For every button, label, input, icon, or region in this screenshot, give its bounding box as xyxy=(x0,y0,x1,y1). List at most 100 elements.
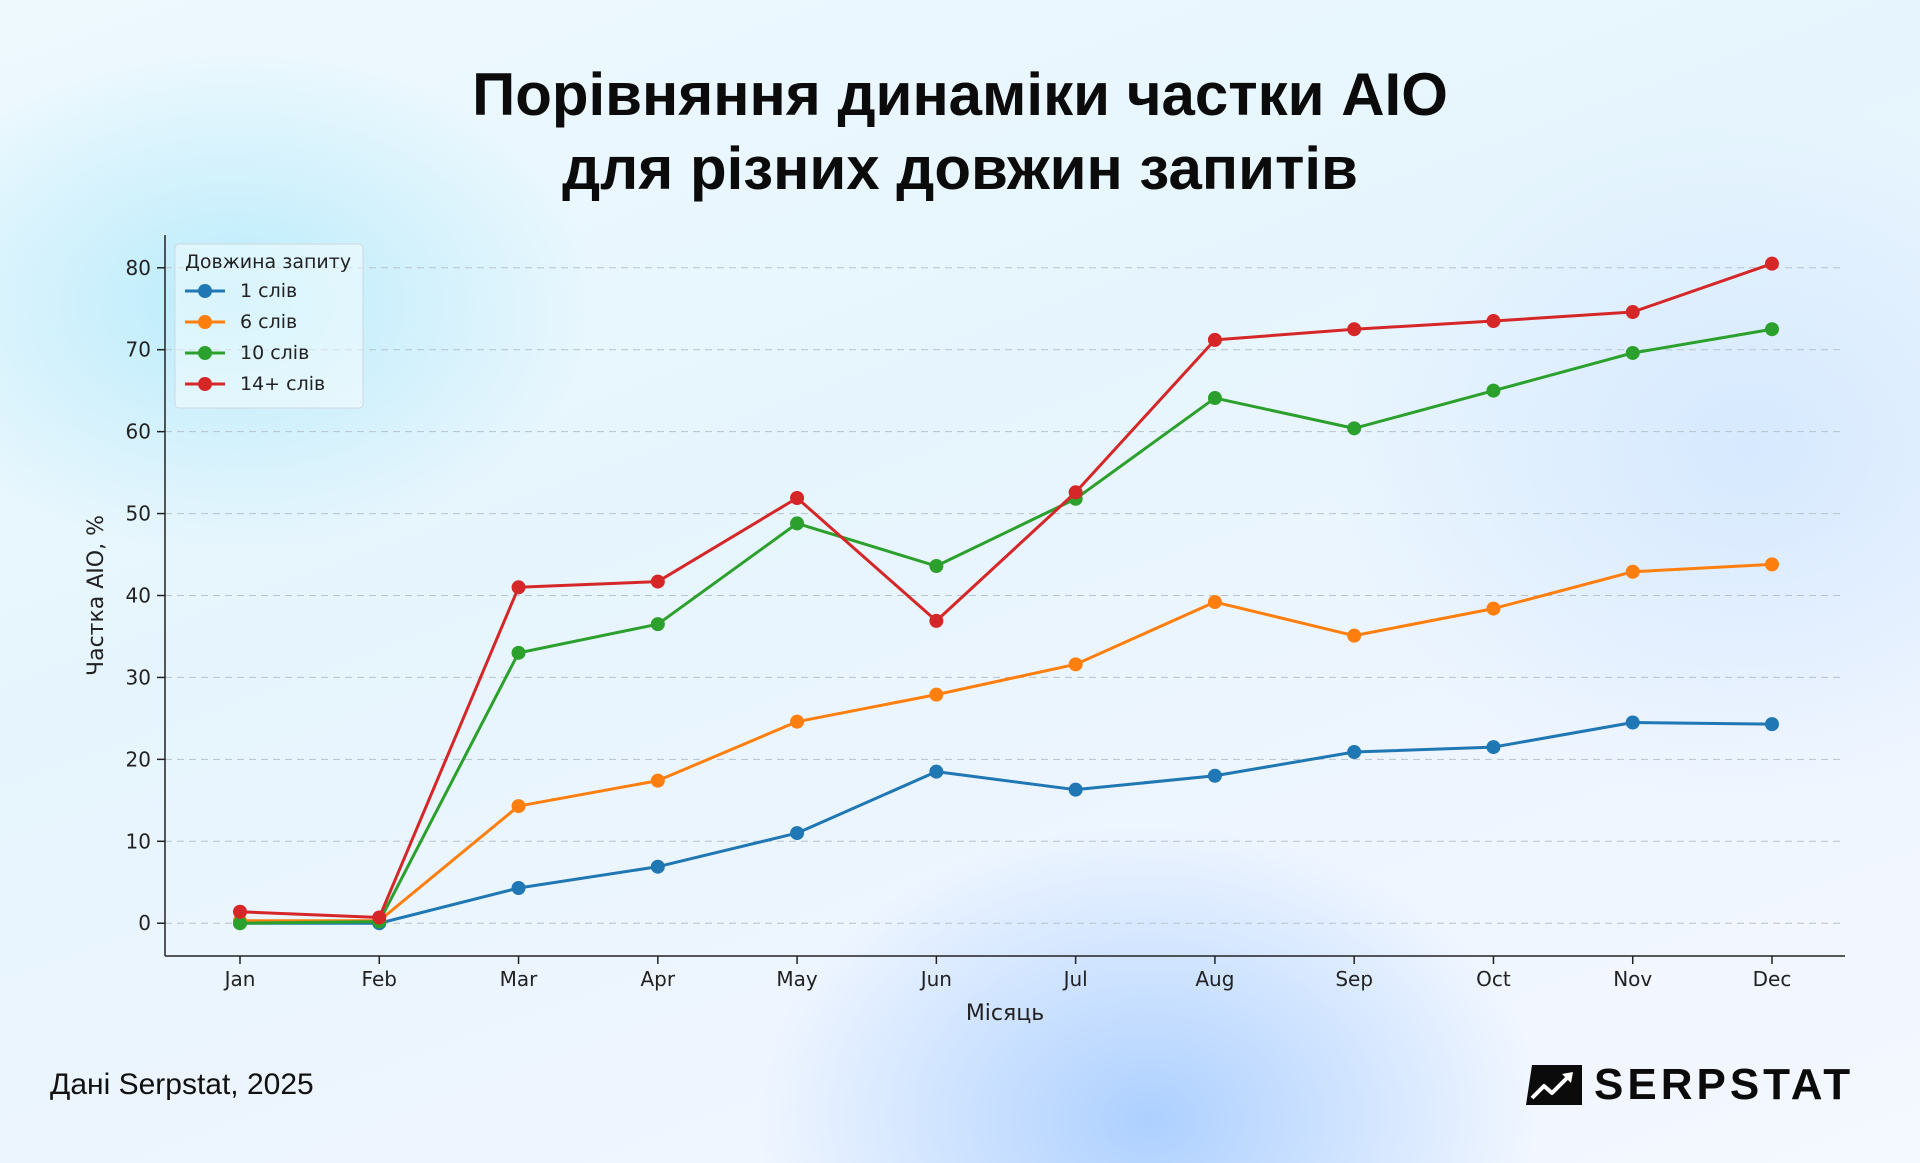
legend-label: 1 слів xyxy=(240,280,297,302)
brand-logo: SERPSTAT xyxy=(1526,1060,1855,1109)
y-tick-label: 70 xyxy=(126,338,151,362)
legend-title: Довжина запиту xyxy=(185,251,351,273)
data-point xyxy=(1068,782,1083,797)
serpstat-logo-icon xyxy=(1526,1065,1582,1105)
y-tick-label: 20 xyxy=(126,747,151,771)
data-point xyxy=(511,645,526,660)
data-point xyxy=(1625,305,1640,320)
data-point xyxy=(790,826,805,841)
x-tick-label: Nov xyxy=(1613,967,1652,991)
data-point xyxy=(1625,715,1640,730)
legend-item-2: 6 слів xyxy=(185,311,297,333)
y-tick-label: 40 xyxy=(126,584,151,608)
grid-lines xyxy=(165,267,1845,924)
legend-swatch-marker xyxy=(198,377,212,391)
data-point xyxy=(511,880,526,895)
data-point xyxy=(1207,595,1222,610)
data-point xyxy=(1765,256,1779,271)
brand-name: SERPSTAT xyxy=(1594,1060,1855,1109)
x-tick-label: Oct xyxy=(1476,967,1511,991)
y-tick-label: 80 xyxy=(126,256,151,280)
series-line xyxy=(239,262,1773,919)
data-point xyxy=(1347,322,1362,337)
y-tick-label: 50 xyxy=(126,502,151,526)
data-point xyxy=(1486,601,1501,616)
data-point xyxy=(1486,383,1501,398)
data-point xyxy=(1207,391,1222,406)
legend-item-1: 1 слів xyxy=(185,280,297,302)
series-1 xyxy=(233,715,1779,931)
data-point xyxy=(233,904,247,919)
legend-swatch-marker xyxy=(198,346,212,360)
x-tick-label: May xyxy=(776,967,818,991)
page-title: Порівняння динаміки частки AIO для різни… xyxy=(0,58,1920,206)
series-line xyxy=(240,562,1773,923)
data-point xyxy=(233,916,247,931)
series-2 xyxy=(233,557,1779,928)
y-tick-label: 0 xyxy=(138,911,151,935)
data-point xyxy=(511,799,526,814)
data-point xyxy=(790,516,805,531)
data-point xyxy=(1765,322,1779,337)
x-tick-label: Sep xyxy=(1335,967,1373,991)
data-point xyxy=(1486,314,1501,329)
series-3 xyxy=(233,322,1779,931)
data-point xyxy=(929,613,944,628)
x-tick-label: Dec xyxy=(1753,967,1792,991)
data-point xyxy=(1347,628,1362,643)
data-point xyxy=(511,580,526,595)
x-tick-label: Jan xyxy=(223,967,256,991)
data-point xyxy=(650,574,665,589)
title-line-1: Порівняння динаміки частки AIO xyxy=(472,61,1448,128)
y-tick-label: 60 xyxy=(126,420,151,444)
chart-axes xyxy=(157,235,1845,964)
data-source-note: Дані Serpstat, 2025 xyxy=(50,1068,314,1101)
series-4 xyxy=(233,256,1779,925)
legend-item-4: 14+ слів xyxy=(185,373,325,395)
data-point xyxy=(650,859,665,874)
x-tick-label: Apr xyxy=(641,967,676,991)
tick-labels: 0 10 20 30 40 50 60 70 80 Jan Feb Mar Apr May Jun Jul Au… xyxy=(126,256,1792,991)
data-point xyxy=(1765,557,1779,572)
y-axis-label: Частка AIO, % xyxy=(84,515,109,676)
data-point xyxy=(1068,485,1083,500)
x-tick-label: Jul xyxy=(1062,967,1088,991)
legend-item-3: 10 слів xyxy=(185,342,309,364)
data-point xyxy=(1347,744,1362,759)
legend-swatch-marker xyxy=(198,284,212,298)
data-point xyxy=(1347,421,1362,436)
y-tick-label: 10 xyxy=(126,829,151,853)
data-point xyxy=(1625,564,1640,579)
series-line xyxy=(240,720,1773,925)
x-tick-label: Feb xyxy=(362,967,397,991)
x-tick-label: Jun xyxy=(919,967,952,991)
title-line-2: для різних довжин запитів xyxy=(562,135,1358,202)
data-point xyxy=(1486,740,1501,755)
data-point xyxy=(1625,345,1640,360)
x-axis-label: Місяць xyxy=(966,1001,1044,1026)
legend-box xyxy=(174,243,364,409)
data-point xyxy=(929,764,944,779)
data-point xyxy=(790,714,805,729)
legend-label: 14+ слів xyxy=(240,373,325,395)
x-tick-label: Mar xyxy=(500,967,539,991)
data-point xyxy=(790,491,805,506)
legend-label: 6 слів xyxy=(240,311,297,333)
data-point xyxy=(1765,717,1779,732)
data-point xyxy=(650,773,665,788)
chart-series xyxy=(233,256,1779,931)
chart-legend: Довжина запиту 1 слів 6 слів 10 слів 14+ сл… xyxy=(174,243,364,409)
data-point xyxy=(929,687,944,702)
data-point xyxy=(372,910,387,925)
data-point xyxy=(929,559,944,574)
legend-label: 10 слів xyxy=(240,342,309,364)
y-tick-label: 30 xyxy=(126,665,151,689)
x-tick-label: Aug xyxy=(1195,967,1234,991)
series-line xyxy=(239,327,1773,925)
legend-swatch-marker xyxy=(198,315,212,329)
data-point xyxy=(650,617,665,632)
data-point xyxy=(1207,768,1222,783)
data-point xyxy=(1207,332,1222,347)
data-point xyxy=(1068,657,1083,672)
